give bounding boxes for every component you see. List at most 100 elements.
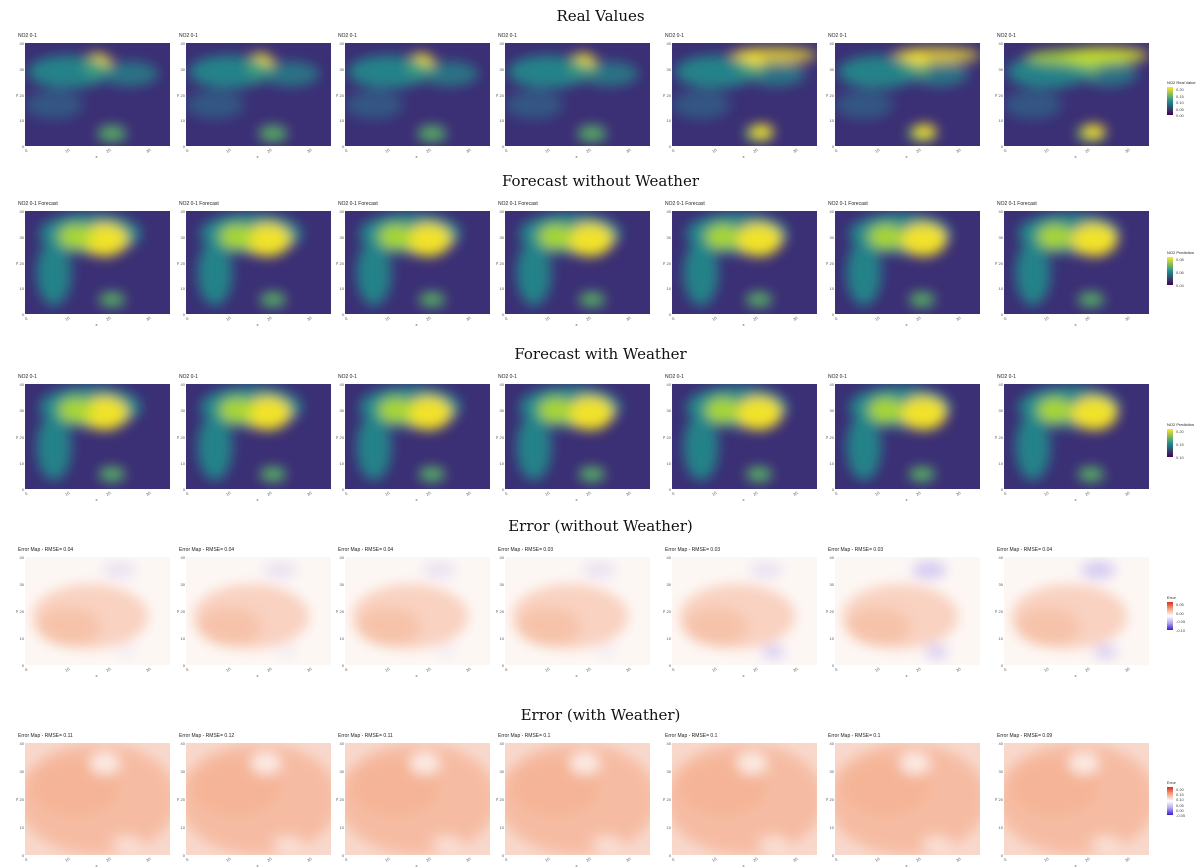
- x-axis-label: x: [742, 497, 745, 502]
- y-tick-label: 20: [998, 434, 1003, 440]
- panel-title: NO2 0-1 Forecast: [665, 201, 705, 207]
- x-tick-label: 20: [751, 666, 759, 673]
- y-tick-label: 30: [180, 66, 185, 72]
- y-axis-label: y: [336, 608, 338, 613]
- heatmap-blob: [90, 751, 120, 775]
- y-tick-label: 20: [829, 797, 834, 802]
- y-tick-label: 20: [666, 797, 671, 802]
- x-tick-label: 20: [914, 490, 922, 497]
- x-tick-label: 0: [833, 147, 839, 154]
- x-tick-label: 0: [184, 856, 190, 863]
- x-tick-label: 10: [874, 147, 881, 154]
- color-legend: Error 0.20 0.15 0.10 0.05 0.00 -0.05: [1167, 780, 1185, 818]
- heatmap-blob: [735, 396, 782, 431]
- y-tick-label: 30: [180, 234, 185, 240]
- x-tick-label: 0: [670, 315, 676, 322]
- y-tick-label: 0: [668, 853, 671, 858]
- x-tick-label: 30: [464, 147, 472, 154]
- heatmap-blob: [352, 759, 440, 816]
- heatmap-blob: [244, 223, 291, 257]
- heatmap-blob: [1082, 124, 1106, 139]
- y-tick-label: 30: [829, 234, 834, 240]
- y-tick-label: 20: [666, 92, 671, 98]
- heatmap-blob: [36, 239, 72, 306]
- heatmap-blob: [378, 397, 414, 423]
- y-tick-label: 40: [499, 209, 504, 214]
- x-tick-label: 10: [874, 490, 881, 497]
- x-tick-label: 10: [1043, 856, 1050, 863]
- x-tick-label: 20: [584, 666, 592, 673]
- y-tick-label: 10: [998, 825, 1003, 830]
- x-tick-label: 30: [954, 856, 962, 863]
- y-axis-label: y: [995, 796, 997, 801]
- heatmap-blob: [244, 396, 291, 431]
- heatmap-blob: [259, 292, 287, 307]
- x-tick-label: 10: [225, 315, 232, 322]
- y-axis-label: y: [16, 608, 18, 613]
- y-tick-label: 10: [998, 118, 1003, 124]
- x-tick-label: 30: [464, 666, 472, 673]
- x-axis-label: x: [742, 673, 745, 678]
- y-tick-label: 20: [998, 92, 1003, 98]
- heatmap-blob: [275, 644, 300, 660]
- x-axis-label: x: [1074, 322, 1077, 327]
- y-tick-label: 0: [21, 144, 24, 149]
- x-tick-label: 0: [503, 490, 509, 497]
- y-tick-label: 10: [666, 460, 671, 466]
- heatmap-panel: NO2 0-1 Forecast 40 30 20 10 0 y 0 10 20 30 x: [177, 201, 332, 327]
- heatmap-surface: [672, 743, 817, 855]
- heatmap-blob: [505, 90, 563, 120]
- y-axis-label: y: [336, 91, 338, 97]
- heatmap-surface: [672, 43, 817, 146]
- x-tick-label: 20: [914, 147, 922, 154]
- x-tick-label: 30: [1123, 490, 1131, 497]
- y-tick-label: 10: [829, 286, 834, 292]
- y-axis-label: y: [177, 433, 179, 439]
- heatmap-panel: Error Map - RMSE= 0.04 40 30 20 10 0 y 0 10 20 30 x: [995, 547, 1150, 678]
- y-tick-label: 10: [180, 636, 185, 641]
- y-tick-label: 20: [339, 260, 344, 266]
- y-tick-label: 40: [499, 741, 504, 746]
- y-tick-label: 20: [829, 260, 834, 266]
- y-tick-label: 20: [666, 434, 671, 440]
- x-tick-label: 10: [64, 490, 71, 497]
- heatmap-blob: [356, 239, 392, 306]
- heatmap-blob: [418, 292, 446, 307]
- panel-title: NO2 0-1: [338, 374, 357, 380]
- panel-title: NO2 0-1: [997, 33, 1016, 39]
- y-tick-label: 0: [341, 663, 344, 668]
- y-tick-label: 10: [829, 636, 834, 641]
- x-tick-label: 0: [23, 315, 29, 322]
- heatmap-panel: Error Map - RMSE= 0.12 40 30 20 10 0 y 0 10 20 30 x: [177, 733, 332, 868]
- heatmap-blob: [745, 466, 773, 482]
- heatmap-blob: [846, 239, 882, 306]
- heatmap-surface: [505, 43, 650, 146]
- x-tick-label: 30: [954, 490, 962, 497]
- heatmap-blob: [258, 125, 288, 142]
- y-tick-label: 10: [180, 286, 185, 292]
- heatmap-blob: [1015, 607, 1080, 647]
- y-tick-label: 40: [998, 741, 1003, 746]
- legend-colorbar: [1167, 87, 1173, 115]
- x-axis-label: x: [415, 673, 418, 678]
- legend-tick-label: 0.00: [1176, 807, 1184, 813]
- x-axis-label: x: [905, 673, 908, 678]
- heatmap-panel: NO2 0-1 40 30 20 10 0 y 0 10 20 30 x: [826, 33, 981, 159]
- x-axis-label: x: [95, 497, 98, 502]
- x-axis-label: x: [256, 497, 259, 502]
- heatmap-blob: [908, 466, 936, 482]
- x-tick-label: 30: [464, 856, 472, 863]
- heatmap-surface: [25, 211, 170, 314]
- x-tick-label: 10: [711, 147, 718, 154]
- x-tick-label: 20: [104, 666, 112, 673]
- y-tick-label: 10: [339, 636, 344, 641]
- x-tick-label: 30: [791, 315, 799, 322]
- y-tick-label: 0: [501, 312, 504, 317]
- y-tick-label: 0: [341, 853, 344, 858]
- x-tick-label: 0: [670, 147, 676, 154]
- x-tick-label: 0: [670, 490, 676, 497]
- legend-tick-label: 0.20: [1176, 787, 1184, 792]
- heatmap-blob: [705, 397, 741, 423]
- y-tick-label: 30: [666, 582, 671, 587]
- y-axis-label: y: [826, 259, 828, 265]
